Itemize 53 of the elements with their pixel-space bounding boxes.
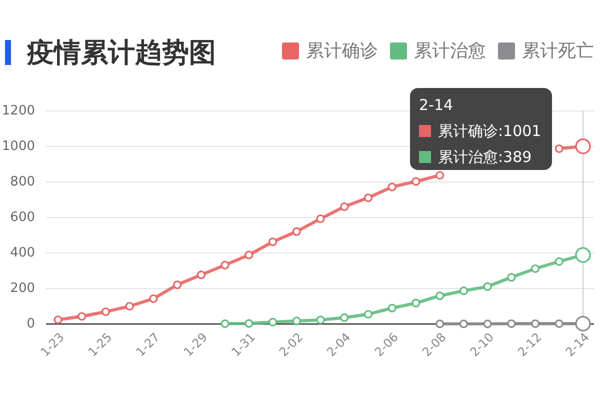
point: [340, 313, 349, 322]
point: [412, 298, 420, 308]
annotation: 累计治愈:389: [438, 148, 532, 166]
point: [483, 320, 492, 328]
point: [149, 294, 158, 303]
point: [554, 144, 564, 153]
annotation: 累计确诊:1001: [438, 122, 542, 140]
point: [244, 250, 254, 260]
point: [483, 282, 492, 291]
point: [268, 238, 278, 246]
point: [316, 316, 325, 324]
point: [220, 260, 230, 270]
legend-label: 累计治愈: [414, 40, 486, 62]
point: [412, 177, 420, 186]
point: [436, 170, 444, 180]
y-tick-label: 200: [10, 281, 35, 296]
y-tick-label: 1000: [2, 139, 35, 154]
point: [364, 310, 373, 319]
y-tick-label: 0: [26, 316, 35, 332]
point: [388, 304, 396, 312]
legend-label: 累计死亡: [522, 40, 594, 62]
y-tick-label: 600: [10, 210, 35, 225]
point: [101, 307, 110, 316]
point: [436, 291, 444, 300]
y-tick-label: 400: [10, 246, 35, 260]
point: [78, 312, 86, 321]
point: [436, 320, 444, 328]
chart-title: 疫情累计趋势图: [26, 38, 216, 68]
point: [530, 319, 540, 328]
annotation: 2-14: [419, 96, 454, 114]
point: [554, 319, 564, 328]
point: [54, 315, 62, 324]
point: [530, 264, 540, 273]
point: [340, 202, 349, 211]
point: [554, 257, 564, 266]
point: [268, 318, 278, 326]
y-tick-label: 1200: [2, 104, 35, 118]
point: [459, 286, 468, 296]
point: [507, 319, 516, 328]
point: [459, 320, 468, 328]
point: [292, 227, 301, 236]
point: [316, 214, 325, 224]
point: [388, 182, 396, 192]
legend-label: 累计确诊: [306, 40, 378, 62]
y-tick-label: 800: [10, 174, 35, 190]
point: [244, 319, 254, 328]
point: [220, 319, 230, 328]
point: [364, 194, 373, 202]
point: [507, 273, 516, 282]
point: [292, 316, 301, 326]
point: [196, 270, 206, 280]
point: [125, 302, 134, 311]
point: [173, 280, 182, 290]
